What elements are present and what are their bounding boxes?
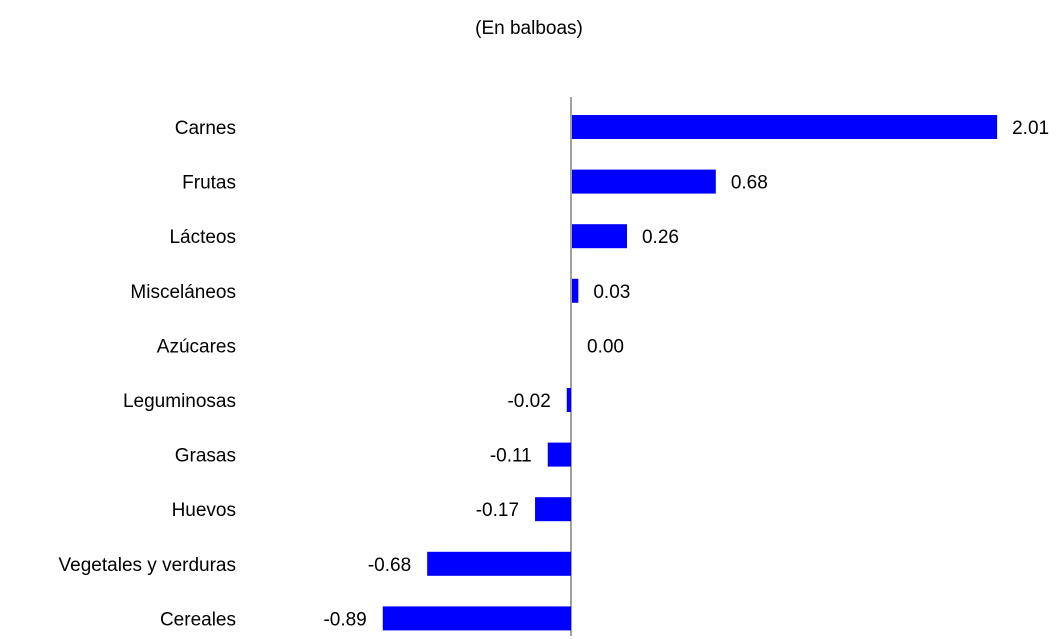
bar [427, 551, 571, 576]
category-label: Leguminosas [123, 391, 236, 412]
data-label: -0.89 [323, 609, 366, 630]
bar [572, 278, 579, 303]
category-label: Cereales [160, 609, 236, 630]
bar [547, 442, 571, 467]
data-label: -0.68 [368, 555, 411, 576]
bar [572, 169, 716, 194]
bar [382, 606, 571, 631]
category-label: Grasas [175, 446, 236, 467]
category-label: Frutas [182, 173, 236, 194]
data-label: 2.01 [1012, 118, 1049, 139]
category-label: Lácteos [169, 227, 236, 248]
bar [566, 388, 571, 412]
data-label: -0.11 [490, 446, 532, 467]
data-label: 0.03 [593, 282, 630, 303]
category-label: Huevos [172, 500, 236, 521]
bar [535, 497, 571, 522]
bar [572, 224, 627, 249]
data-label: -0.17 [476, 500, 519, 521]
bar [572, 115, 998, 139]
data-label: 0.00 [587, 336, 624, 357]
data-label: 0.26 [642, 227, 679, 248]
data-label: -0.02 [507, 391, 550, 412]
category-label: Carnes [175, 118, 236, 139]
category-label: Misceláneos [130, 282, 236, 303]
category-label: Azúcares [157, 336, 236, 357]
data-label: 0.68 [731, 173, 768, 194]
chart-subtitle: (En balboas) [475, 18, 583, 39]
category-label: Vegetales y verduras [59, 555, 236, 576]
